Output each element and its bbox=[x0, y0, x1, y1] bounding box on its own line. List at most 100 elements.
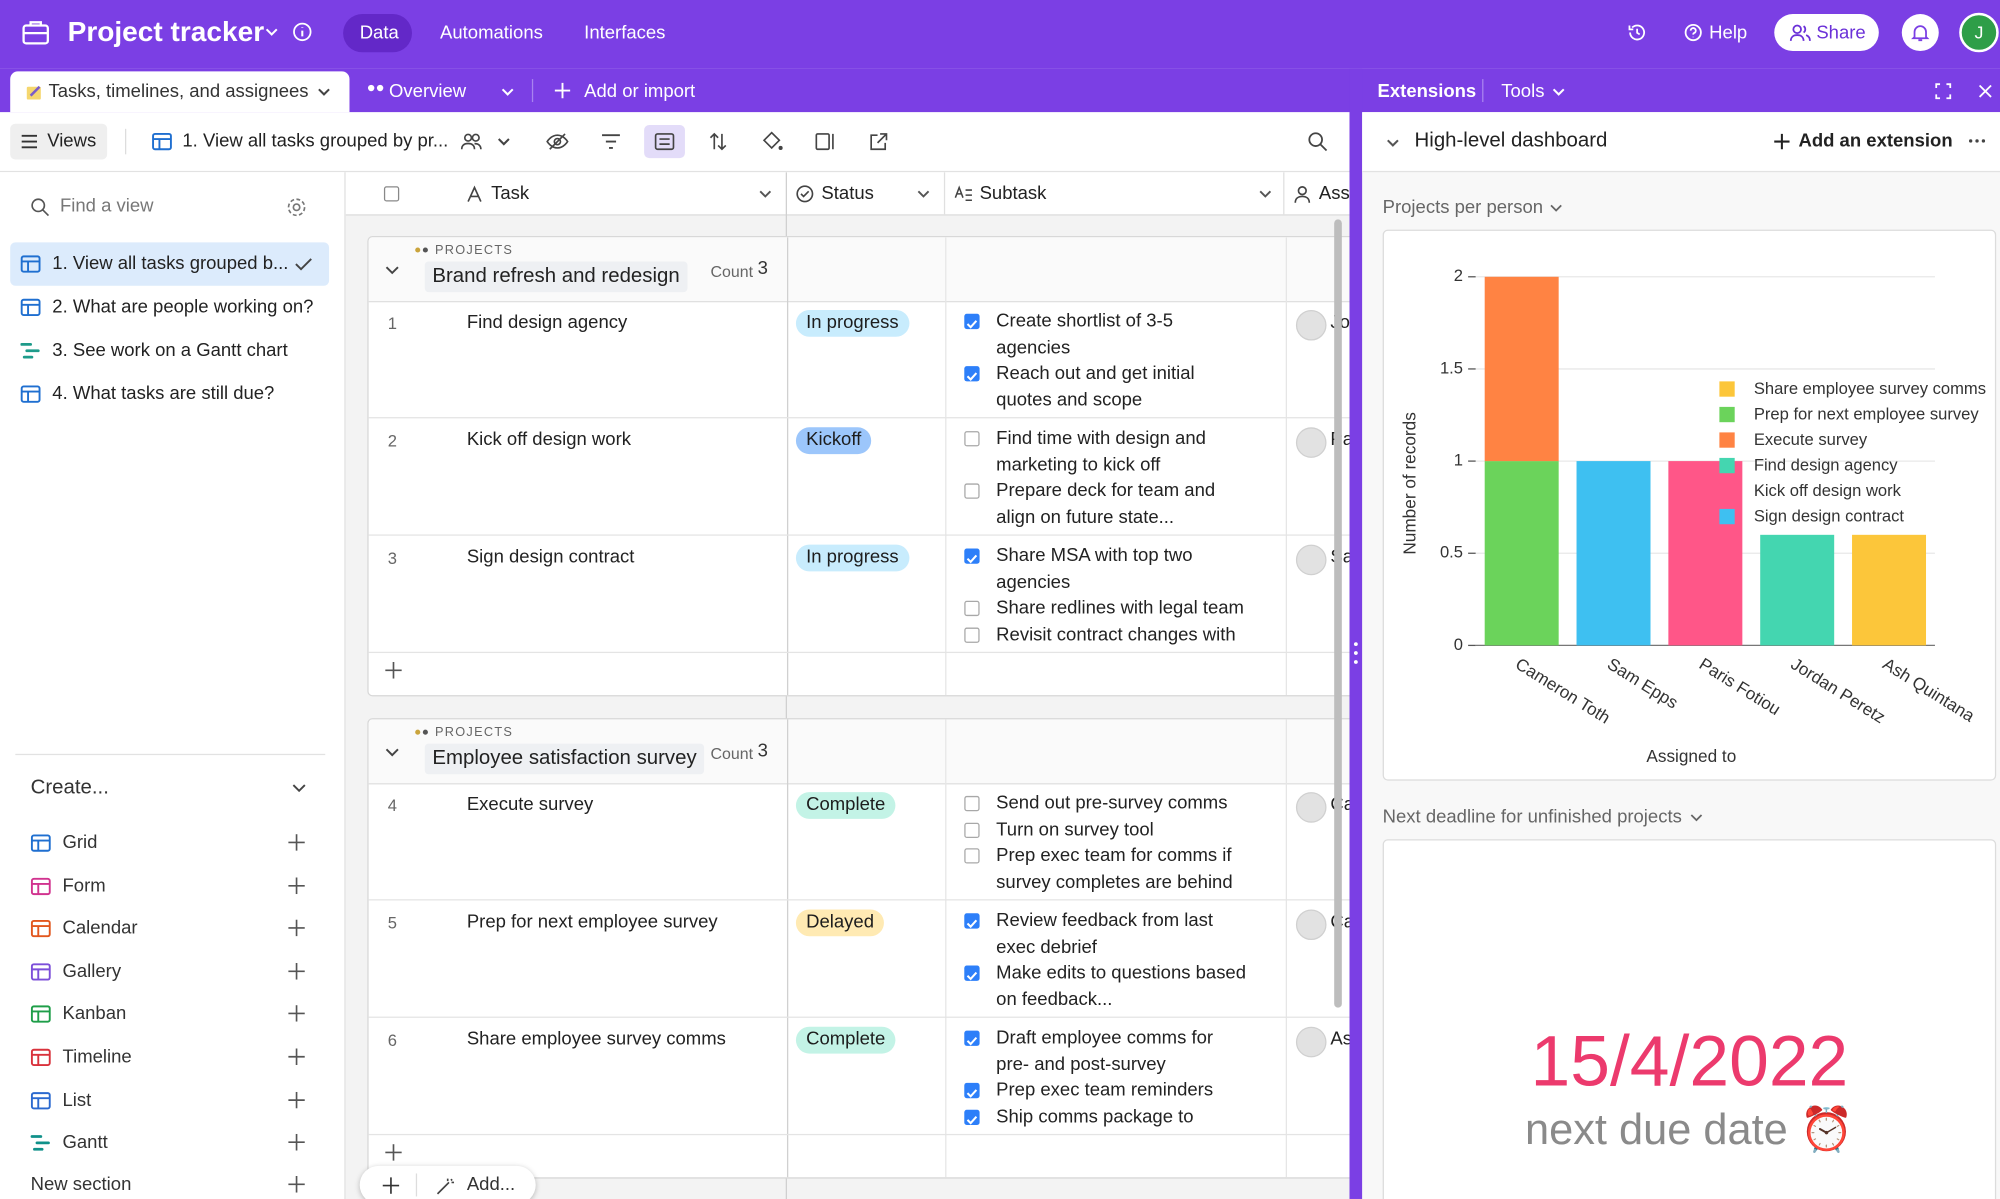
create-item[interactable]: Grid bbox=[62, 832, 98, 854]
column-header[interactable]: Subtask bbox=[979, 183, 1047, 205]
filter-icon[interactable] bbox=[601, 133, 621, 151]
subtask-checkbox[interactable] bbox=[964, 313, 980, 330]
views-button[interactable]: Views bbox=[47, 131, 97, 152]
select-all-checkbox[interactable] bbox=[383, 186, 400, 202]
task-cell[interactable]: Execute survey bbox=[466, 794, 594, 816]
add-extension-button[interactable]: Add an extension bbox=[1798, 131, 1953, 152]
info-icon[interactable] bbox=[292, 22, 312, 42]
extensions-tab[interactable]: Extensions bbox=[1377, 81, 1477, 103]
nav-automations[interactable]: Automations bbox=[440, 22, 543, 44]
add-button[interactable] bbox=[359, 1165, 536, 1199]
plus-icon[interactable] bbox=[288, 834, 305, 851]
add-menu[interactable]: Add... bbox=[466, 1174, 516, 1196]
overview-tab[interactable]: Overview bbox=[389, 81, 467, 103]
view-item[interactable]: 3. See work on a Gantt chart bbox=[52, 340, 288, 361]
avatar[interactable]: J bbox=[1959, 12, 1999, 53]
hide-fields-icon[interactable] bbox=[546, 131, 569, 151]
create-section-title[interactable]: Create... bbox=[30, 776, 109, 799]
history-icon[interactable] bbox=[1626, 22, 1648, 44]
task-cell[interactable]: Sign design contract bbox=[466, 547, 635, 568]
collapse-chevron[interactable] bbox=[384, 744, 401, 761]
task-cell[interactable]: Share employee survey comms bbox=[466, 1029, 726, 1050]
plus-icon[interactable] bbox=[288, 1134, 305, 1151]
chevron[interactable] bbox=[500, 84, 515, 99]
create-item[interactable]: Form bbox=[62, 875, 106, 897]
subtask-checkbox[interactable] bbox=[964, 848, 980, 864]
create-item[interactable]: Gallery bbox=[62, 961, 122, 982]
plus-icon[interactable] bbox=[288, 1091, 305, 1108]
help-button[interactable]: Help bbox=[1709, 22, 1748, 44]
close-icon[interactable] bbox=[1977, 83, 1994, 100]
subtask-checkbox[interactable] bbox=[964, 1109, 980, 1125]
task-cell[interactable]: Kick off design work bbox=[466, 429, 631, 451]
plus-icon[interactable] bbox=[382, 1177, 400, 1194]
subtask-checkbox[interactable] bbox=[964, 366, 980, 382]
notifications-button[interactable] bbox=[1901, 14, 1939, 52]
collapse-chevron[interactable] bbox=[384, 261, 401, 278]
active-table-tab[interactable] bbox=[10, 71, 350, 113]
create-item[interactable]: List bbox=[62, 1090, 92, 1111]
plus-icon[interactable] bbox=[288, 1176, 305, 1193]
subtask-checkbox[interactable] bbox=[964, 626, 980, 643]
task-cell[interactable]: Find design agency bbox=[466, 312, 628, 333]
dashboard-title[interactable]: High-level dashboard bbox=[1414, 130, 1608, 152]
subtask-checkbox[interactable] bbox=[964, 483, 980, 499]
expand-icon[interactable] bbox=[1935, 83, 1952, 100]
status-pill[interactable]: Kickoff bbox=[795, 427, 872, 455]
base-title[interactable]: Project tracker bbox=[67, 15, 265, 48]
settings-icon[interactable] bbox=[286, 196, 308, 218]
column-header[interactable]: Ass bbox=[1318, 183, 1350, 205]
subtask-checkbox[interactable] bbox=[964, 431, 980, 447]
more-icon[interactable] bbox=[1968, 138, 1986, 144]
collaborators-icon[interactable] bbox=[460, 133, 483, 151]
tools-menu[interactable]: Tools bbox=[1501, 81, 1545, 103]
create-item[interactable]: Timeline bbox=[62, 1047, 132, 1068]
create-item[interactable]: Kanban bbox=[62, 1004, 127, 1025]
chevron[interactable] bbox=[264, 24, 279, 39]
assignee-name[interactable]: As bbox=[1330, 1029, 1349, 1050]
add-row-plus[interactable] bbox=[385, 1144, 402, 1161]
status-pill[interactable]: In progress bbox=[795, 309, 909, 337]
share-view-icon[interactable] bbox=[869, 131, 889, 151]
color-icon[interactable] bbox=[760, 130, 783, 152]
status-pill[interactable]: Complete bbox=[795, 1026, 896, 1054]
chevron[interactable] bbox=[291, 779, 308, 796]
help-icon[interactable] bbox=[1684, 23, 1703, 42]
column-header[interactable]: Task bbox=[491, 183, 530, 205]
plus-icon[interactable] bbox=[288, 1048, 305, 1066]
current-view-name[interactable]: 1. View all tasks grouped by pr... bbox=[182, 131, 449, 152]
share-button-bg[interactable] bbox=[1774, 14, 1879, 52]
row-height-icon[interactable] bbox=[815, 133, 835, 151]
chevron[interactable] bbox=[1689, 810, 1704, 825]
view-item[interactable]: 1. View all tasks grouped b... bbox=[52, 253, 289, 275]
view-item[interactable]: 2. What are people working on? bbox=[52, 297, 314, 318]
chevron[interactable] bbox=[1551, 84, 1566, 99]
status-pill[interactable]: Complete bbox=[795, 792, 896, 819]
plus-icon[interactable] bbox=[288, 919, 305, 937]
subtask-checkbox[interactable] bbox=[964, 795, 980, 812]
chevron[interactable] bbox=[496, 134, 511, 149]
subtask-checkbox[interactable] bbox=[964, 822, 980, 838]
plus-icon[interactable] bbox=[288, 962, 305, 980]
sort-icon[interactable] bbox=[709, 131, 727, 151]
panel-divider[interactable] bbox=[1349, 68, 1363, 1199]
subtask-checkbox[interactable] bbox=[964, 913, 980, 929]
subtask-checkbox[interactable] bbox=[964, 1030, 980, 1046]
create-item[interactable]: Gantt bbox=[62, 1132, 108, 1154]
status-pill[interactable]: In progress bbox=[795, 544, 909, 572]
find-view-input[interactable]: Find a view bbox=[59, 196, 154, 217]
chevron[interactable] bbox=[1385, 135, 1400, 150]
view-item[interactable]: 4. What tasks are still due? bbox=[52, 383, 275, 405]
task-cell[interactable]: Prep for next employee survey bbox=[466, 911, 718, 933]
new-section[interactable]: New section bbox=[30, 1174, 132, 1196]
selected-view-bg[interactable] bbox=[10, 242, 330, 286]
share-button[interactable]: Share bbox=[1816, 22, 1866, 44]
subtask-checkbox[interactable] bbox=[964, 548, 980, 564]
column-header[interactable]: Status bbox=[821, 183, 874, 205]
chevron[interactable] bbox=[1258, 186, 1273, 201]
status-pill[interactable]: Delayed bbox=[795, 909, 885, 937]
group-button-bg[interactable] bbox=[644, 124, 685, 159]
deadline-extension-title[interactable]: Next deadline for unfinished projects bbox=[1382, 807, 1682, 828]
resize-handle[interactable] bbox=[1352, 640, 1360, 666]
chevron[interactable] bbox=[758, 186, 773, 201]
